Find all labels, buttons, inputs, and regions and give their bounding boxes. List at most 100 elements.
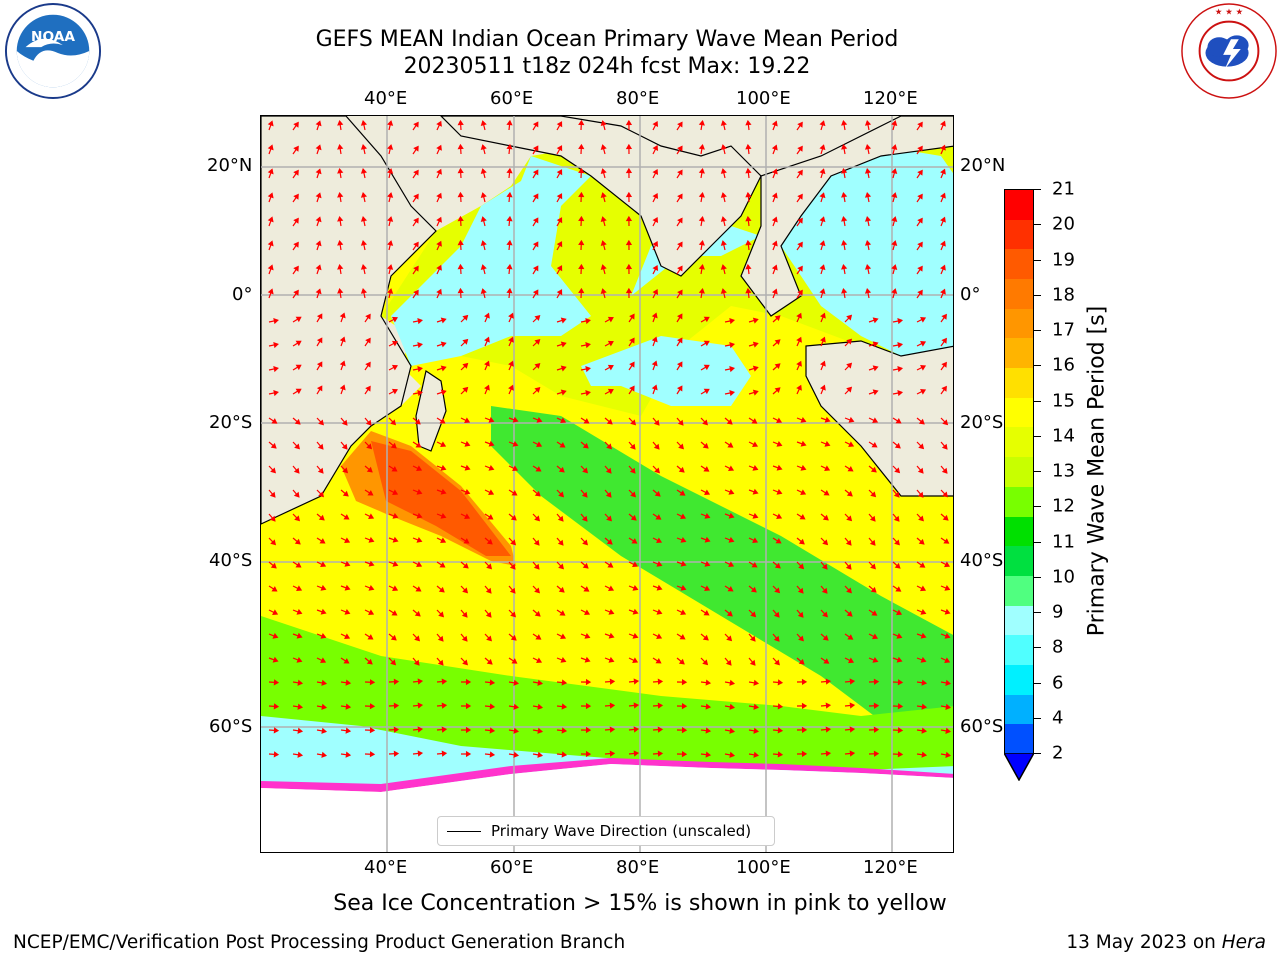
lon-tick-label: 120°E (863, 88, 918, 109)
wave-arrow-head (600, 144, 607, 150)
wave-arrow-head (919, 585, 927, 592)
wave-arrow-head (583, 586, 590, 592)
wave-arrow-head (315, 120, 322, 127)
wave-arrow-head (870, 586, 877, 593)
wave-arrow-head (751, 418, 758, 424)
wave-arrow-head (776, 488, 783, 495)
wave-arrow-head (897, 318, 903, 325)
wave-arrow-head (942, 514, 949, 521)
wave-arrow-head (436, 264, 442, 271)
wave-arrow-head (537, 751, 544, 758)
wave-arrow-head (652, 288, 659, 295)
wave-arrow-head (585, 317, 591, 325)
lat-tick-label: 40°S (209, 550, 253, 571)
wave-arrow-head (920, 364, 927, 371)
wave-arrow-head (917, 145, 923, 152)
wave-arrow-head (463, 538, 470, 544)
wave-arrow-head (457, 239, 464, 246)
wave-arrow-head (841, 143, 848, 150)
wave-arrow-head (797, 121, 803, 128)
wave-arrow-head (513, 727, 520, 734)
wave-arrow-head (508, 336, 514, 343)
wave-arrow-head (600, 168, 607, 174)
wave-arrow-head (413, 193, 419, 200)
wave-arrow-head (485, 587, 492, 594)
wave-arrow-head (798, 563, 805, 570)
wave-arrow-head (315, 168, 322, 175)
wave-arrow-head (457, 191, 464, 198)
wave-arrow-head (917, 121, 923, 128)
wave-arrow-head (436, 240, 442, 247)
cyan-region-arabian-sea (391, 156, 591, 366)
colorbar-tick-label: 14 (1052, 425, 1075, 447)
wave-arrow-head (726, 610, 733, 617)
wave-arrow-head (945, 679, 952, 686)
wave-arrow-head (416, 488, 423, 495)
wave-arrow-head (941, 443, 948, 450)
wave-arrow-head (560, 365, 567, 372)
graticule (261, 116, 953, 852)
wave-arrow-head (918, 538, 925, 545)
wave-arrow-head (296, 585, 303, 592)
colorbar-extend-triangle (1004, 753, 1034, 781)
wave-arrow-head (387, 288, 394, 294)
wave-arrow-head (584, 632, 591, 639)
date-text: 13 May 2023 on (1066, 932, 1222, 953)
wave-arrow-head (480, 288, 487, 294)
wave-arrow-head (753, 703, 760, 710)
wave-arrow-head (796, 312, 802, 319)
wave-arrow-head (368, 536, 375, 543)
colorbar-tick (1033, 259, 1041, 261)
wave-arrow-head (728, 536, 735, 543)
wave-arrow-head (315, 144, 322, 151)
wave-arrow-head (822, 611, 828, 618)
wave-arrow-head (294, 418, 301, 425)
wave-arrow-head (720, 192, 727, 198)
wave-arrow-head (585, 750, 592, 758)
max-period-core (371, 441, 511, 556)
wave-arrow-head (940, 240, 946, 247)
wave-arrow-head (578, 215, 585, 222)
wave-arrow-head (720, 144, 727, 150)
wave-arrow-head (920, 632, 927, 639)
wave-arrow-head (293, 491, 300, 498)
wave-arrow-head (777, 751, 784, 758)
wave-arrow-head (801, 750, 808, 758)
wave-arrow-head (316, 361, 323, 368)
wave-arrow-head (486, 538, 493, 545)
colorbar-segment (1005, 219, 1033, 250)
wave-arrow-head (387, 168, 394, 174)
colorbar-segment (1005, 694, 1033, 725)
wave-arrow-head (819, 168, 826, 175)
wave-arrow-head (273, 341, 279, 349)
wave-arrow-head (457, 263, 464, 270)
wave-arrow-head (438, 586, 445, 593)
wave-arrow-head (556, 193, 563, 200)
wave-arrow-head (462, 314, 469, 321)
wave-arrow-head (752, 341, 759, 348)
wave-arrow-head (652, 240, 659, 247)
wave-arrow-head (345, 703, 352, 710)
wave-arrow-head (629, 313, 635, 320)
wave-arrow-head (360, 216, 368, 222)
wave-arrow-head (441, 726, 448, 733)
wave-arrow-head (657, 726, 664, 733)
wave-arrow-head (820, 336, 826, 343)
colorbar-tick (1033, 541, 1041, 543)
wave-arrow-head (387, 216, 394, 222)
wave-arrow-head (360, 144, 368, 150)
wave-arrow-head (273, 679, 280, 686)
wave-arrow-head (315, 240, 322, 247)
wave-arrow-head (512, 416, 519, 423)
wave-arrow-head (414, 635, 421, 642)
wave-arrow-head (581, 515, 588, 522)
wave-arrow-head (727, 586, 734, 592)
wave-arrow-head (702, 634, 709, 641)
wave-arrow-head (705, 679, 712, 686)
wave-arrow-head (360, 120, 368, 126)
colorbar-segment (1005, 397, 1033, 428)
wave-arrow-head (273, 317, 279, 325)
colorbar-tick (1033, 365, 1041, 367)
wave-arrow-head (897, 342, 903, 349)
wave-arrow-head (652, 192, 659, 199)
